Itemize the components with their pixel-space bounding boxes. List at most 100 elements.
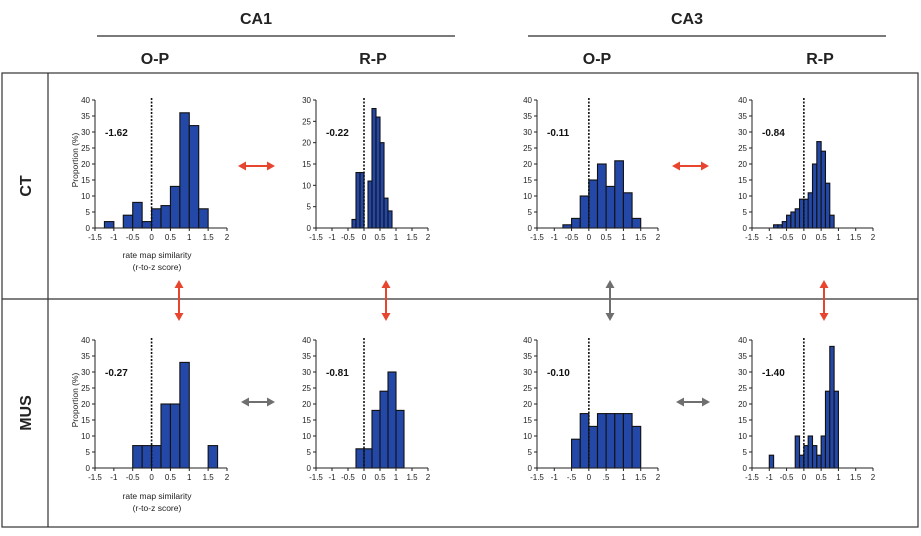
y-tick-label: 5 bbox=[86, 208, 91, 217]
bar bbox=[768, 454, 775, 469]
y-tick-label: 10 bbox=[523, 192, 532, 201]
y-tick-label: 30 bbox=[738, 128, 747, 137]
bar bbox=[614, 413, 624, 469]
annotation-value: -0.22 bbox=[326, 128, 349, 139]
arrow-head bbox=[241, 397, 249, 407]
x-tick-label: -1.5 bbox=[745, 233, 759, 242]
arrow-head bbox=[702, 397, 710, 407]
ct-ca1-comparison-arrow bbox=[238, 161, 275, 171]
x-tick-label: 1 bbox=[187, 233, 192, 242]
y-tick-label: 5 bbox=[307, 203, 312, 212]
bar bbox=[786, 214, 792, 229]
y-tick-label: 5 bbox=[86, 448, 91, 457]
bar bbox=[579, 413, 590, 469]
x-tick-label: 1 bbox=[836, 473, 841, 482]
x-tick-label: 1.5 bbox=[406, 473, 418, 482]
bar bbox=[387, 210, 393, 229]
ca1-op-row-comparison-arrow bbox=[174, 280, 184, 321]
y-tick-label: 5 bbox=[528, 448, 533, 457]
region-label-ca3: CA3 bbox=[671, 11, 703, 28]
y-tick-label: 0 bbox=[743, 224, 748, 233]
x-tick-label: 0.5 bbox=[816, 473, 828, 482]
annotation-value: -0.27 bbox=[105, 368, 128, 379]
mus-ca1-comparison-arrow bbox=[241, 397, 275, 407]
bar bbox=[614, 160, 624, 229]
bar bbox=[198, 208, 209, 229]
x-tick-label: 0.5 bbox=[374, 473, 386, 482]
y-tick-label: 25 bbox=[81, 384, 90, 393]
x-tick-label: -0.5 bbox=[565, 233, 579, 242]
histogram-mus-ca1-rp: 0 5 10 15 20 25 30 35 40 -1.5 -1 -0.5 0 0.5 1 1.5 2 -0.81 bbox=[302, 336, 431, 482]
bar bbox=[379, 390, 389, 469]
bar bbox=[571, 217, 581, 229]
x-tick-label: 2 bbox=[225, 233, 230, 242]
ca3-rp-row-comparison-arrow bbox=[819, 280, 829, 321]
y-axis-label-ct: Proportion (%) bbox=[70, 132, 80, 187]
x-tick-label: 2 bbox=[656, 473, 661, 482]
arrow-head bbox=[819, 313, 829, 321]
bar bbox=[132, 445, 143, 469]
y-tick-label: 30 bbox=[81, 128, 90, 137]
y-tick-label: 35 bbox=[81, 352, 90, 361]
annotation-value: -0.10 bbox=[547, 368, 570, 379]
x-tick-label: 2 bbox=[426, 473, 431, 482]
bar bbox=[622, 413, 633, 469]
x-tick-label: 1.5 bbox=[203, 233, 215, 242]
arrow-head bbox=[701, 161, 709, 171]
y-tick-label: 20 bbox=[523, 160, 532, 169]
x-tick-label: -0.5 bbox=[341, 473, 355, 482]
bar bbox=[596, 163, 607, 229]
bar bbox=[588, 425, 599, 469]
y-tick-label: 30 bbox=[738, 368, 747, 377]
y-tick-label: 0 bbox=[86, 224, 91, 233]
bar bbox=[141, 445, 153, 469]
bar bbox=[355, 171, 361, 229]
y-tick-label: 10 bbox=[302, 432, 311, 441]
y-tick-label: 10 bbox=[523, 432, 532, 441]
y-tick-label: 40 bbox=[302, 336, 311, 345]
x-tick-label: -1.5 bbox=[309, 233, 323, 242]
y-tick-label: 5 bbox=[307, 448, 312, 457]
bar bbox=[631, 425, 642, 469]
bar bbox=[811, 445, 818, 469]
x-tick-label: -1.5 bbox=[88, 473, 102, 482]
x-tick-label: -1 bbox=[766, 473, 774, 482]
arrow-head bbox=[605, 280, 615, 288]
bar bbox=[588, 179, 599, 229]
bar bbox=[605, 413, 616, 469]
bar bbox=[605, 185, 616, 229]
arrow-head bbox=[267, 161, 275, 171]
frame-outline bbox=[1, 72, 919, 528]
bar bbox=[383, 197, 389, 229]
y-tick-label: 0 bbox=[528, 224, 533, 233]
y-tick-label: 0 bbox=[307, 464, 312, 473]
bar bbox=[169, 403, 181, 469]
x-tick-label: -1 bbox=[110, 233, 118, 242]
y-axis-label-mus: Proportion (%) bbox=[70, 372, 80, 427]
x-tick-label: .5 bbox=[603, 473, 610, 482]
y-tick-label: 35 bbox=[523, 352, 532, 361]
y-tick-label: 0 bbox=[86, 464, 91, 473]
x-tick-label: 1.5 bbox=[203, 473, 215, 482]
y-tick-label: 15 bbox=[738, 416, 747, 425]
arrow-head bbox=[381, 280, 391, 288]
bar bbox=[122, 214, 134, 229]
x-tick-label: 1 bbox=[394, 233, 399, 242]
y-tick-label: 0 bbox=[307, 224, 312, 233]
annotation-value: -0.84 bbox=[762, 128, 785, 139]
y-tick-label: 35 bbox=[523, 112, 532, 121]
y-tick-label: 30 bbox=[81, 368, 90, 377]
bar bbox=[355, 448, 365, 469]
ca1-rp-row-comparison-arrow bbox=[381, 280, 391, 321]
arrow-head bbox=[238, 161, 246, 171]
bar bbox=[367, 180, 373, 229]
x-tick-label: 0 bbox=[149, 233, 154, 242]
y-tick-label: 20 bbox=[738, 160, 747, 169]
histogram-ct-ca3-rp: 0 5 10 15 20 25 30 35 40 -1.5 -1 -0.5 0 0.5 1 1.5 2 -0.84 bbox=[738, 96, 876, 242]
annotation-value: -0.81 bbox=[326, 368, 349, 379]
arrow-head bbox=[174, 280, 184, 288]
histogram-ct-ca1-op: 0 5 10 15 20 25 30 35 40 -1.5 -1 -0.5 0 0.5 1 1.5 2 -1.62 bbox=[81, 96, 230, 242]
column-header: CA1 CA3 O-P R-P O-P R-P bbox=[97, 11, 886, 68]
y-tick-label: 30 bbox=[523, 368, 532, 377]
